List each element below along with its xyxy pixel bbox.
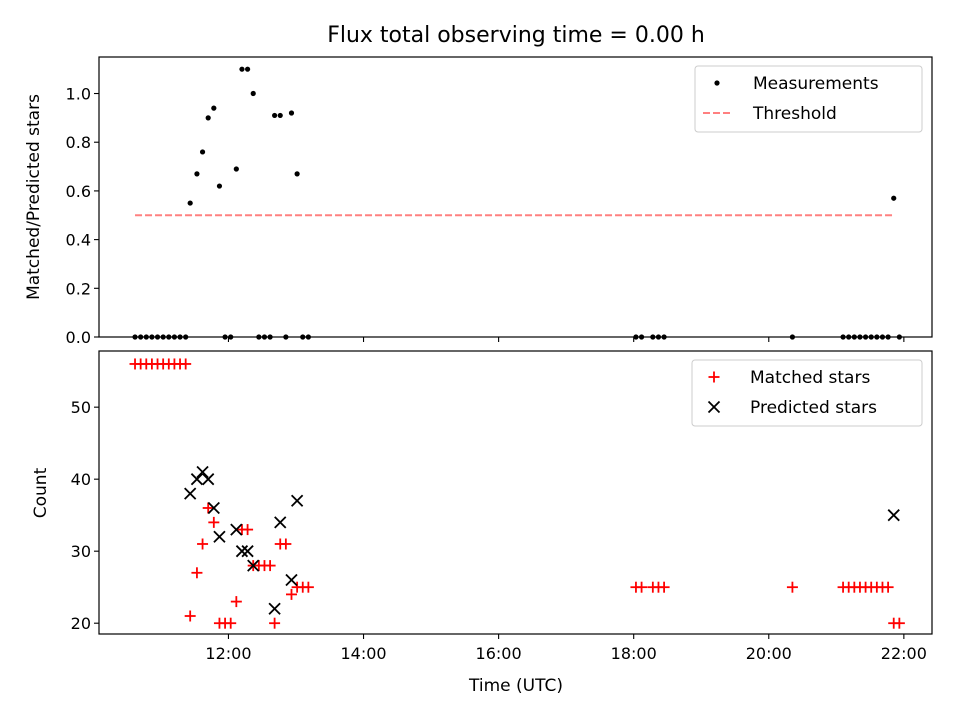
data-point <box>269 617 281 629</box>
bottom-ticks: 20 30 40 50 12:00 14:00 16:00 18:00 20:00 22:00 <box>71 398 927 663</box>
x-tick-label: 22:00 <box>881 644 927 663</box>
bottom-y-axis-label: Count <box>31 467 51 518</box>
y-tick-label: 0.8 <box>66 133 91 152</box>
data-point <box>636 581 648 593</box>
data-point <box>887 509 900 522</box>
x-tick-label: 20:00 <box>746 644 792 663</box>
legend-label: Threshold <box>752 104 837 124</box>
top-plot-area <box>132 66 902 340</box>
data-point <box>290 494 304 507</box>
data-point <box>294 171 300 177</box>
y-tick-label: 0.4 <box>66 231 91 250</box>
bottom-axes: 20 30 40 50 12:00 14:00 16:00 18:00 20:00 22:00 C… <box>31 350 933 696</box>
data-point <box>242 524 254 536</box>
x-tick-label: 14:00 <box>340 644 386 663</box>
bottom-legend: Matched stars Predicted stars <box>691 359 923 427</box>
legend-swatch <box>707 400 721 414</box>
y-tick-label: 0.0 <box>66 328 91 347</box>
data-point <box>191 567 203 579</box>
data-point <box>190 473 204 486</box>
x-tick-label: 12:00 <box>205 644 251 663</box>
top-ticks: 0.0 0.2 0.4 0.6 0.8 1.0 <box>66 85 905 347</box>
bottom-plot-area <box>129 358 905 629</box>
legend-label: Measurements <box>753 74 879 94</box>
data-point <box>197 538 209 550</box>
legend-box <box>691 359 923 427</box>
legend-box <box>694 65 923 133</box>
data-point <box>264 560 276 572</box>
data-point <box>235 545 249 558</box>
top-axes: 0.0 0.2 0.4 0.6 0.8 1.0 Matched/Predicted sta… <box>24 56 933 347</box>
data-point <box>786 581 798 593</box>
data-point <box>184 487 197 500</box>
data-point <box>893 617 905 629</box>
data-point <box>241 545 254 558</box>
data-point <box>194 171 200 177</box>
x-tick-label: 16:00 <box>476 644 522 663</box>
data-point <box>233 166 239 172</box>
data-point <box>285 573 298 587</box>
data-point <box>244 66 251 72</box>
x-tick-label: 18:00 <box>611 644 657 663</box>
y-tick-label: 0.2 <box>66 279 91 298</box>
bottom-axes-frame <box>98 350 933 635</box>
y-tick-label: 40 <box>71 470 91 489</box>
data-point <box>180 358 192 370</box>
data-point <box>250 90 256 97</box>
data-point <box>211 105 217 111</box>
y-tick-label: 20 <box>71 614 91 633</box>
legend-swatch <box>708 371 720 383</box>
data-point <box>230 523 243 536</box>
data-point <box>225 617 237 629</box>
legend-label: Predicted stars <box>750 398 877 418</box>
y-tick-label: 1.0 <box>66 85 91 104</box>
data-point <box>208 516 220 528</box>
top-y-axis-label: Matched/Predicted stars <box>24 94 44 300</box>
legend-swatch <box>714 80 720 86</box>
data-point <box>199 149 206 155</box>
x-axis-label: Time (UTC) <box>468 676 563 696</box>
data-point <box>891 195 897 201</box>
legend-label: Matched stars <box>750 368 870 388</box>
data-point <box>196 465 209 479</box>
y-tick-label: 50 <box>71 398 91 417</box>
data-point <box>239 66 245 72</box>
data-point <box>268 602 281 615</box>
figure-title: Flux total observing time = 0.00 h <box>327 23 705 48</box>
data-point <box>882 581 894 593</box>
data-point <box>285 588 297 600</box>
data-point <box>187 200 193 206</box>
data-point <box>216 183 223 189</box>
data-point <box>274 516 287 529</box>
data-point <box>288 110 295 116</box>
top-axes-frame <box>98 56 933 338</box>
data-point <box>277 112 283 119</box>
data-point <box>280 538 292 550</box>
top-legend: Measurements Threshold <box>694 65 923 133</box>
y-tick-label: 30 <box>71 542 91 561</box>
data-point <box>302 581 314 593</box>
data-point <box>207 501 220 515</box>
data-point <box>184 610 196 622</box>
data-point <box>230 596 242 608</box>
data-point <box>658 581 670 593</box>
data-point <box>247 559 260 572</box>
data-point <box>202 473 215 486</box>
data-point <box>202 502 214 514</box>
data-point <box>272 112 278 119</box>
y-tick-label: 0.6 <box>66 182 91 201</box>
data-point <box>205 115 211 121</box>
data-point <box>213 530 226 543</box>
